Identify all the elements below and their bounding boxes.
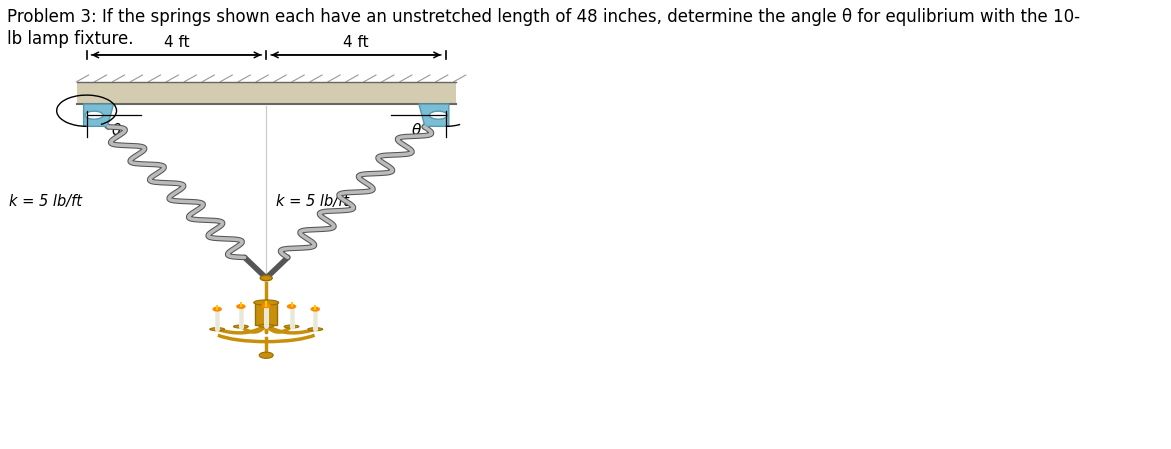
Ellipse shape	[210, 328, 225, 331]
Text: 4 ft: 4 ft	[343, 35, 369, 49]
Ellipse shape	[254, 300, 279, 305]
Ellipse shape	[233, 325, 248, 328]
Circle shape	[85, 111, 103, 119]
Bar	[255, 303, 278, 325]
Circle shape	[288, 305, 295, 308]
Circle shape	[213, 308, 221, 311]
Circle shape	[311, 308, 320, 311]
Circle shape	[259, 352, 273, 358]
Text: θ: θ	[411, 123, 420, 138]
Ellipse shape	[285, 325, 299, 328]
Polygon shape	[83, 104, 114, 126]
Circle shape	[262, 304, 271, 308]
Text: θ: θ	[111, 123, 121, 138]
Ellipse shape	[259, 324, 274, 327]
Text: lb lamp fixture.: lb lamp fixture.	[7, 31, 133, 48]
Polygon shape	[419, 104, 448, 126]
Text: k = 5 lb/ft: k = 5 lb/ft	[8, 194, 82, 209]
Circle shape	[237, 305, 245, 308]
Circle shape	[430, 111, 447, 119]
Circle shape	[260, 275, 272, 281]
Bar	[76, 82, 456, 104]
Text: 4 ft: 4 ft	[164, 35, 190, 49]
Text: k = 5 lb/ft: k = 5 lb/ft	[276, 194, 349, 209]
Text: Problem 3: If the springs shown each have an unstretched length of 48 inches, de: Problem 3: If the springs shown each hav…	[7, 8, 1080, 26]
Ellipse shape	[308, 328, 323, 331]
